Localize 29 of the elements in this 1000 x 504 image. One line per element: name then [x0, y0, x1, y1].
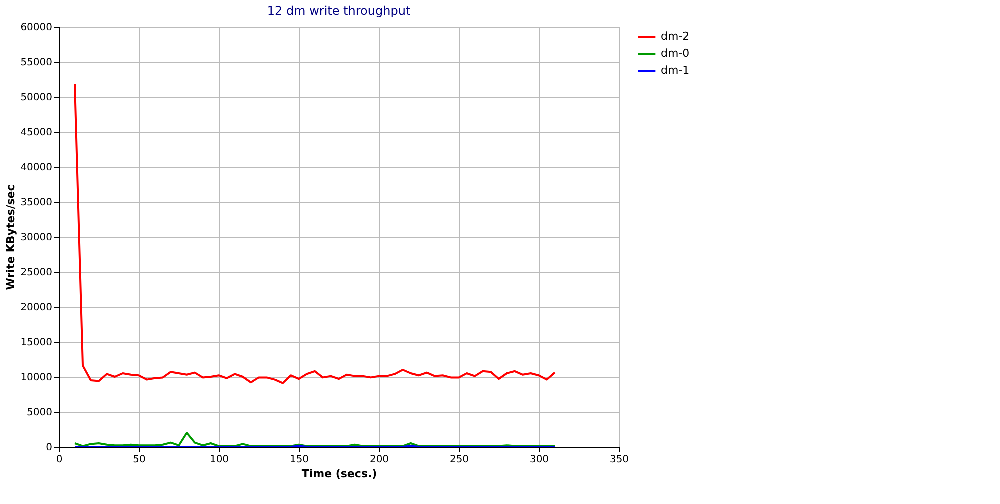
y-tick-label: 5000	[27, 408, 52, 418]
legend-label: dm-2	[661, 30, 690, 43]
y-tick-label: 20000	[20, 302, 52, 314]
y-tick-label: 55000	[20, 58, 52, 68]
legend-label: dm-1	[661, 64, 690, 77]
chart-title: 12 dm write throughput	[267, 4, 411, 18]
x-tick-label: 50	[133, 454, 146, 466]
y-tick-label: 10000	[20, 372, 52, 384]
x-tick-label: 350	[610, 454, 630, 466]
x-tick-label: 250	[450, 454, 470, 466]
y-tick-label: 30000	[20, 232, 52, 244]
x-tick-label: 200	[370, 454, 390, 466]
y-axis-title: Write KBytes/sec	[4, 184, 18, 290]
y-tick-label: 60000	[20, 22, 52, 34]
x-tick-label: 300	[530, 454, 550, 466]
y-tick-label: 45000	[20, 128, 52, 138]
line-series	[74, 432, 556, 447]
y-tick-label: 15000	[20, 338, 52, 348]
x-tick-label: 100	[210, 454, 230, 466]
y-tick-label: 40000	[20, 162, 52, 174]
y-tick-label: 0	[46, 442, 52, 454]
y-tick-label: 35000	[20, 198, 52, 208]
legend-label: dm-0	[661, 47, 690, 60]
x-tick-label: 150	[290, 454, 310, 466]
x-axis-title: Time (secs.)	[302, 468, 378, 480]
line-series	[74, 83, 556, 384]
y-tick-label: 50000	[20, 92, 52, 104]
x-tick-label: 0	[56, 454, 63, 466]
y-tick-label: 25000	[20, 268, 52, 278]
